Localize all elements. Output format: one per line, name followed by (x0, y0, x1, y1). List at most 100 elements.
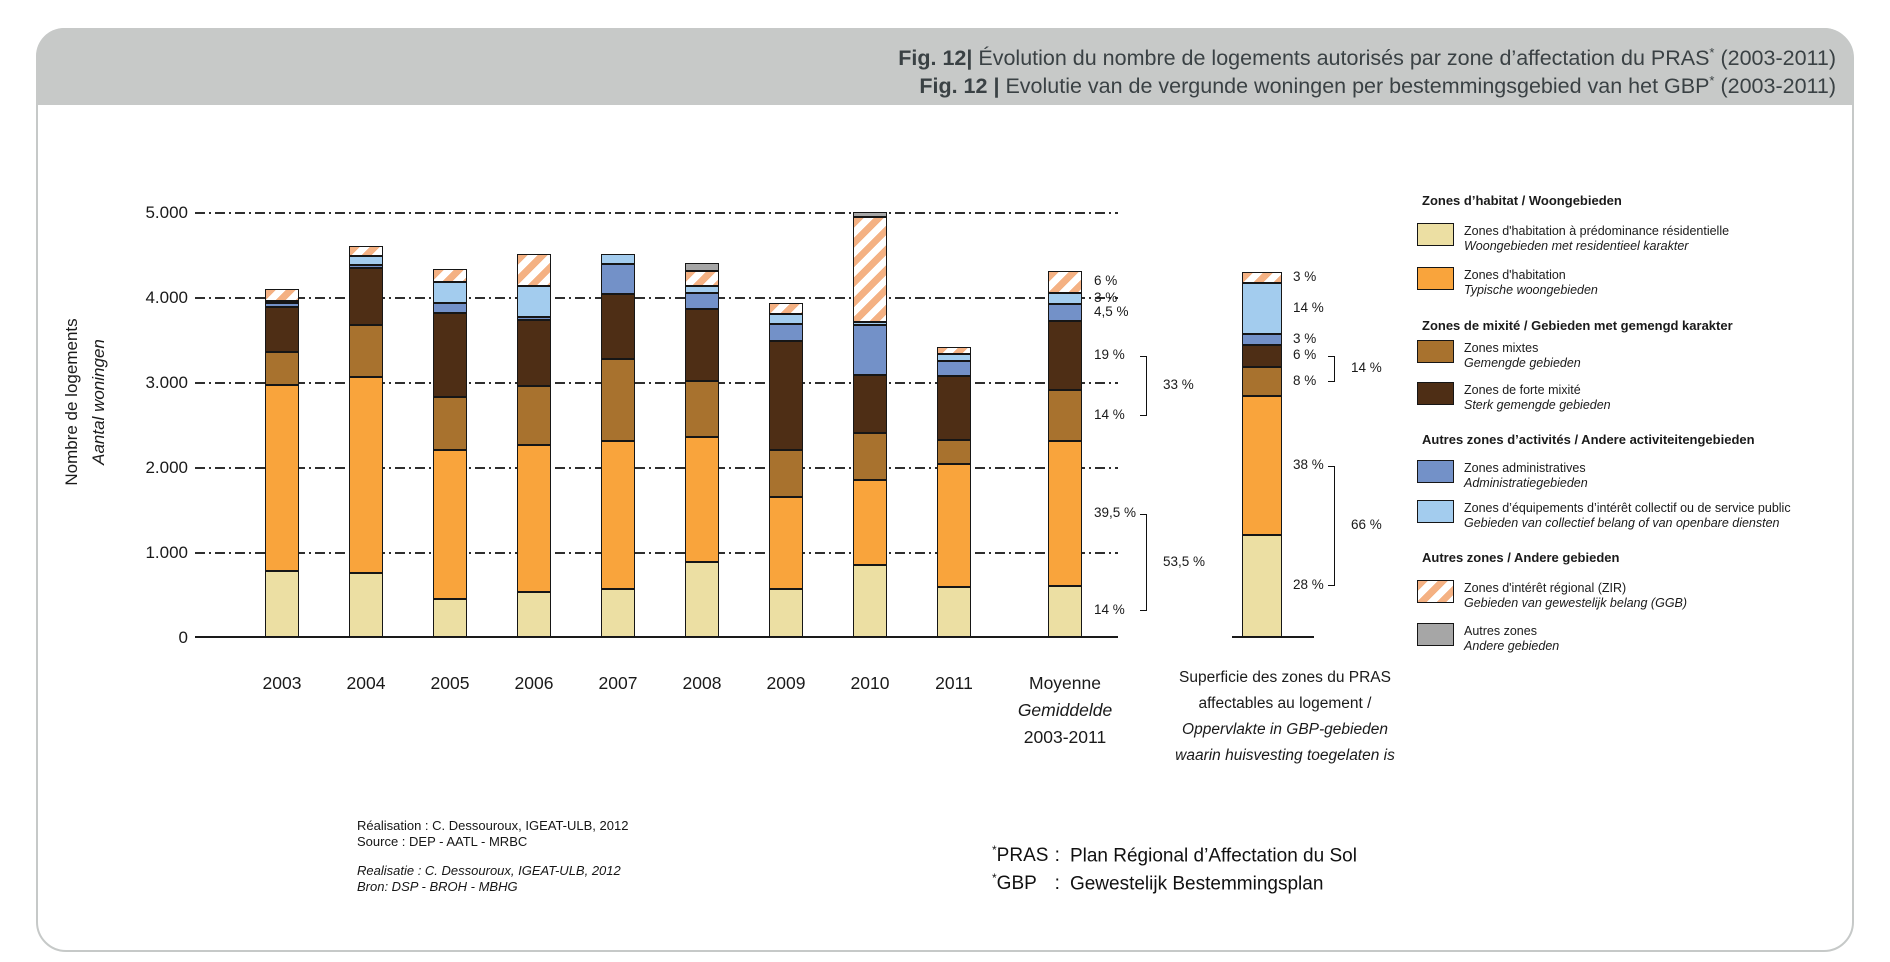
bar-segment-moyenne-habitation (1048, 441, 1082, 586)
percent-label-superficie-equip: 14 % (1293, 299, 1324, 315)
bar-segment-2011-residentielle (937, 586, 971, 637)
gridline-2000 (195, 467, 1118, 469)
bar-segment-2010-mixte (853, 433, 887, 481)
bar-segment-2008-residentielle (685, 561, 719, 637)
bracket-moyenne-53,5 % (1140, 513, 1147, 612)
x-label-2005: 2005 (430, 673, 470, 693)
legend-group-header-1: Zones d’habitat / Woongebieden (1422, 193, 1622, 208)
bar-segment-2009-admin (769, 324, 803, 341)
y-tick-label-5000: 5.000 (145, 203, 188, 222)
figure-title-nl: Fig. 12 | Evolutie van de vergunde wonin… (919, 73, 1836, 99)
legend-label-fr-habitation: Zones d'habitation (1464, 268, 1566, 282)
percent-label-moyenne-admin: 4,5 % (1094, 303, 1129, 319)
bar-segment-superficie-residentielle (1242, 534, 1282, 637)
bar-segment-2003-equip (265, 301, 299, 304)
bar-segment-2004-forte (349, 268, 383, 326)
legend-label-nl-admin: Administratiegebieden (1464, 476, 1588, 490)
legend-label-nl-forte: Sterk gemengde gebieden (1464, 398, 1611, 412)
bar-segment-2010-residentielle (853, 565, 887, 637)
footnote-block: *PRAS: Plan Régional d’Affectation du Sol… (992, 843, 1357, 899)
bar-segment-2009-zir (769, 302, 803, 315)
bar-segment-2005-admin (433, 302, 467, 314)
percent-label-moyenne-residentielle: 14 % (1094, 602, 1125, 618)
bracket-superficie-66 % (1328, 465, 1335, 586)
y-tick-label-4000: 4.000 (145, 288, 188, 307)
x-label-2007: 2007 (598, 673, 638, 693)
bar-segment-2010-admin (853, 325, 887, 376)
superficie-baseline (1232, 636, 1314, 638)
percent-label-moyenne-equip: 3 % (1094, 289, 1118, 305)
percent-label-superficie-admin: 3 % (1293, 330, 1317, 346)
gridline-5000 (195, 212, 1118, 214)
bar-segment-superficie-admin (1242, 334, 1282, 346)
bar-segment-moyenne-residentielle (1048, 585, 1082, 637)
x-label-2008: 2008 (682, 673, 722, 693)
bar-segment-2011-mixte (937, 440, 971, 464)
bar-segment-2008-zir (685, 271, 719, 286)
bar-segment-2006-habitation (517, 444, 551, 592)
gridline-3000 (195, 382, 1118, 384)
bar-segment-moyenne-admin (1048, 304, 1082, 321)
bracket-label-moyenne-53,5 %: 53,5 % (1163, 553, 1206, 569)
legend-label-nl-residentielle: Woongebieden met residentieel karakter (1464, 239, 1689, 253)
bar-segment-superficie-habitation (1242, 396, 1282, 535)
legend-group-header-4: Autres zones / Andere gebieden (1422, 550, 1620, 565)
bar-segment-2008-habitation (685, 437, 719, 562)
x-label-2006: 2006 (514, 673, 554, 693)
bar-segment-2010-forte (853, 375, 887, 434)
bar-segment-2007-habitation (601, 440, 635, 589)
bar-segment-moyenne-zir (1048, 271, 1082, 294)
legend-swatch-residentielle (1417, 223, 1454, 246)
bar-segment-2005-zir (433, 269, 467, 283)
x-label-superficie-line4: waarin huisvesting toegelaten is (1175, 747, 1395, 764)
bar-segment-2009-residentielle (769, 588, 803, 637)
bar-segment-2005-habitation (433, 450, 467, 600)
percent-label-moyenne-habitation: 39,5 % (1094, 504, 1137, 520)
bar-segment-2010-autres (853, 212, 887, 218)
credit-line: Réalisation : C. Dessouroux, IGEAT-ULB, … (357, 818, 629, 833)
title-band: Fig. 12| Évolution du nombre de logement… (36, 28, 1852, 105)
bracket-label-superficie-66 %: 66 % (1351, 516, 1382, 532)
bar-segment-2008-forte (685, 309, 719, 381)
gridline-4000 (195, 297, 1118, 299)
x-label-2004: 2004 (346, 673, 386, 693)
x-label-moyenne-line3: 2003-2011 (1023, 727, 1107, 747)
legend-swatch-forte (1417, 382, 1454, 405)
bar-segment-moyenne-mixte (1048, 390, 1082, 442)
bar-segment-2003-zir (265, 289, 299, 302)
x-label-2010: 2010 (850, 673, 890, 693)
bar-segment-superficie-forte (1242, 345, 1282, 368)
bar-segment-2005-forte (433, 313, 467, 397)
y-tick-label-3000: 3.000 (145, 373, 188, 392)
bar-segment-2007-admin (601, 264, 635, 295)
credits-block: Réalisation : C. Dessouroux, IGEAT-ULB, … (357, 818, 628, 895)
bar-segment-2008-admin (685, 292, 719, 310)
bar-segment-2004-admin (349, 265, 383, 269)
bar-segment-2006-equip (517, 285, 551, 318)
legend-label-fr-autres: Autres zones (1464, 624, 1537, 638)
bar-segment-2011-forte (937, 375, 971, 441)
legend-label-nl-equip: Gebieden van collectief belang of van op… (1464, 516, 1780, 530)
x-label-superficie-line1: Superficie des zones du PRAS (1179, 669, 1391, 686)
bar-segment-2004-mixte (349, 325, 383, 377)
percent-label-superficie-forte: 6 % (1293, 347, 1317, 363)
bar-segment-2004-zir (349, 246, 383, 257)
y-tick-label-2000: 2.000 (145, 458, 188, 477)
figure-number-fr: Fig. 12| (898, 46, 973, 71)
bar-segment-2006-forte (517, 319, 551, 387)
bar-segment-2009-habitation (769, 497, 803, 589)
bar-segment-2005-residentielle (433, 599, 467, 637)
bar-segment-moyenne-equip (1048, 293, 1082, 305)
bar-segment-2008-autres (685, 262, 719, 272)
legend-label-nl-zir: Gebieden van gewestelijk belang (GGB) (1464, 596, 1688, 610)
bar-segment-2009-equip (769, 314, 803, 325)
bar-segment-2003-residentielle (265, 571, 299, 637)
legend-swatch-admin (1417, 460, 1454, 483)
x-label-2009: 2009 (766, 673, 806, 693)
bar-segment-2011-equip (937, 353, 971, 361)
bar-segment-2006-mixte (517, 386, 551, 445)
gridline-1000 (195, 552, 1118, 554)
